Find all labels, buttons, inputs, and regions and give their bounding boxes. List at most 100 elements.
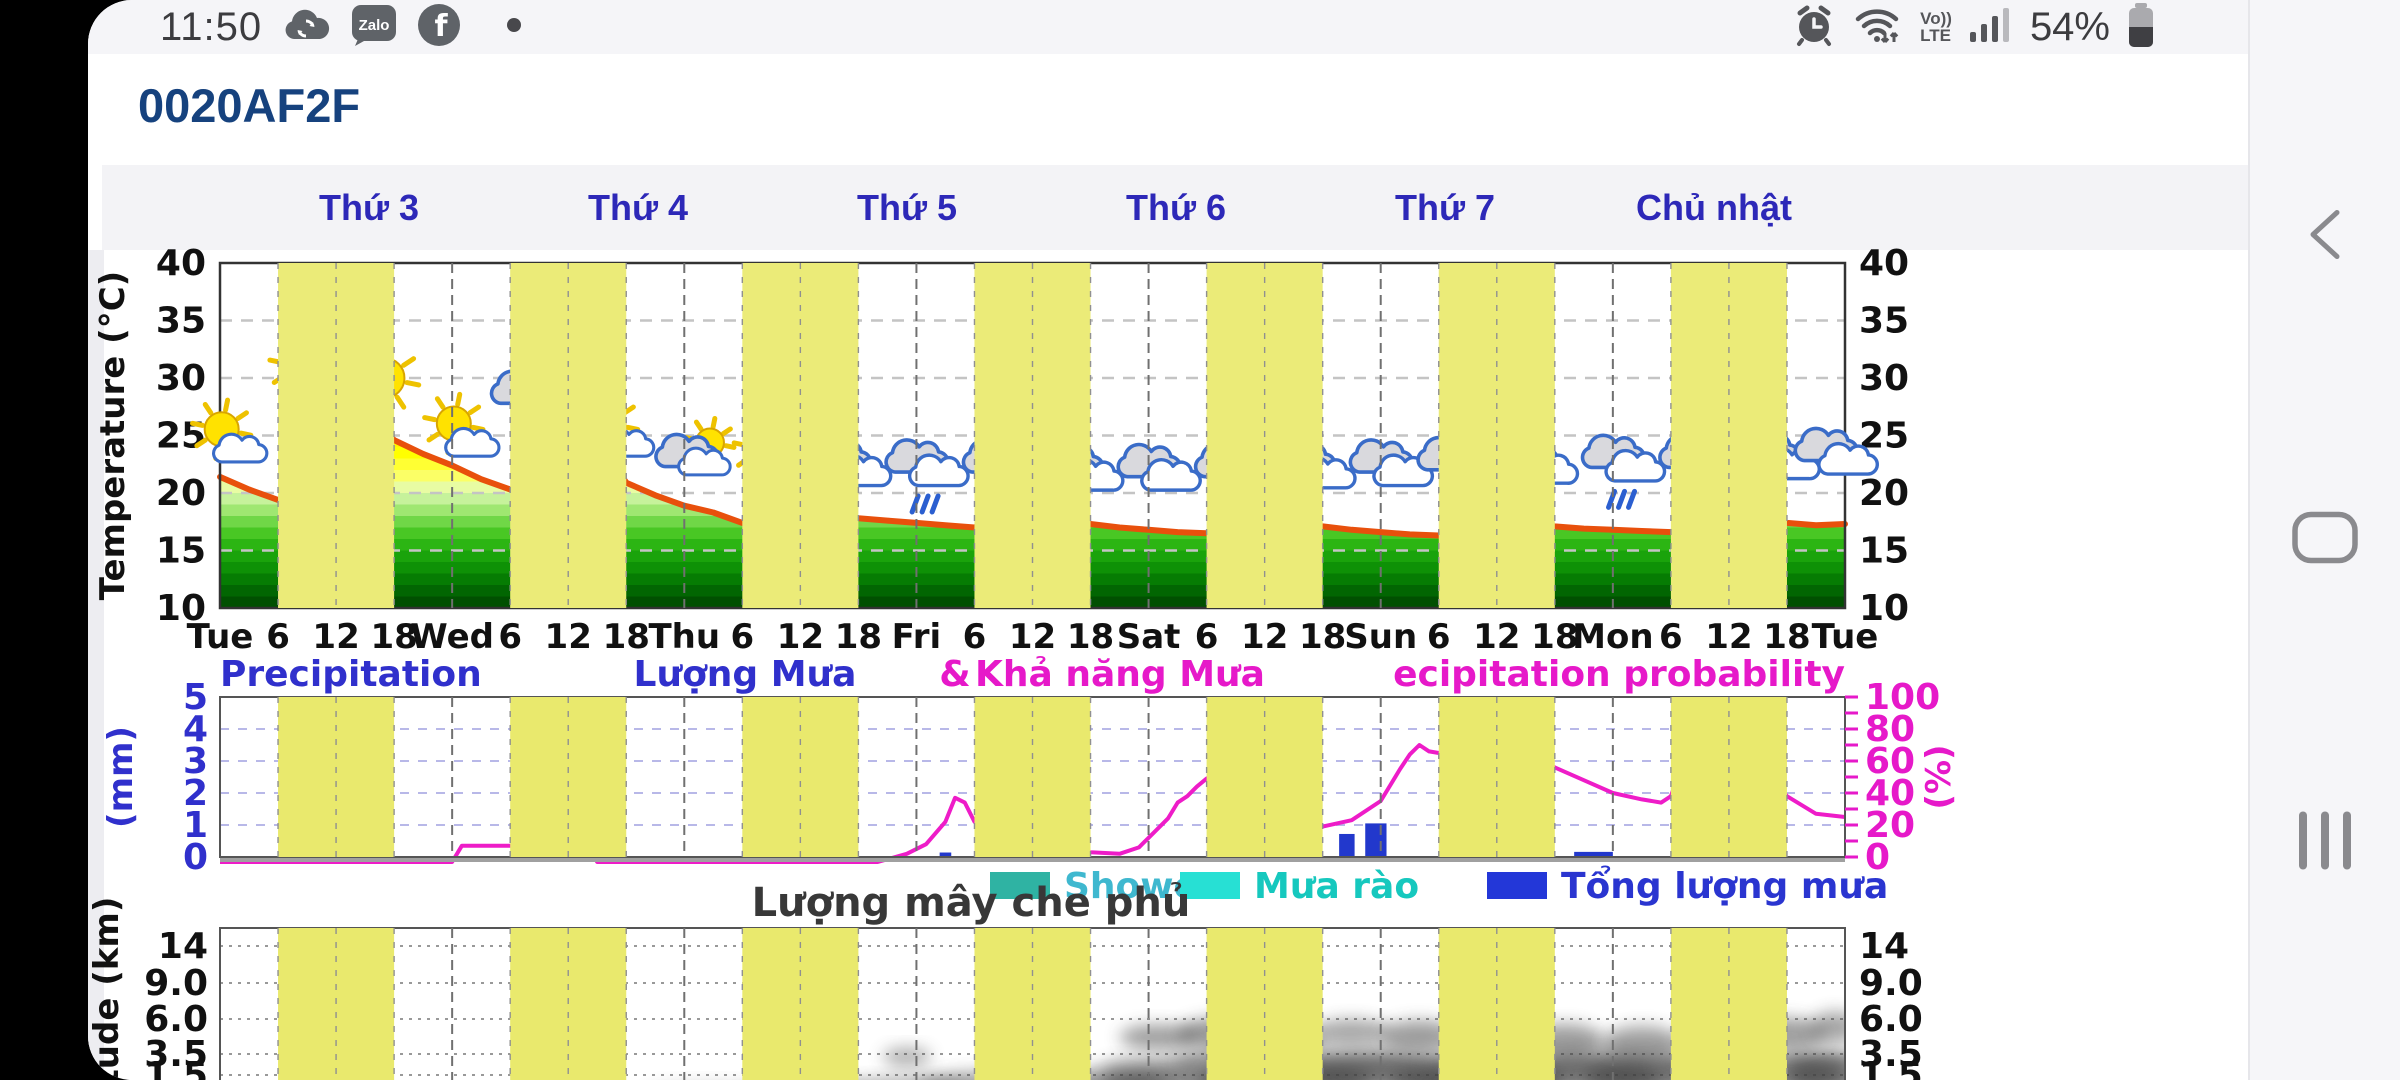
- weekday-label: Thứ 5: [856, 187, 958, 228]
- svg-text:6: 6: [730, 617, 754, 657]
- status-bar: 11:50 Zalo: [88, 0, 2400, 54]
- svg-text:12: 12: [1705, 617, 1752, 657]
- weather-icon-cloud-sun: [654, 415, 737, 477]
- svg-text:18: 18: [1763, 617, 1810, 657]
- svg-text:3.5: 3.5: [1859, 1034, 1923, 1075]
- svg-text:15: 15: [1859, 531, 1909, 572]
- svg-text:18: 18: [1067, 617, 1114, 657]
- svg-text:18: 18: [1299, 617, 1346, 657]
- weather-icon-clouds: [1116, 442, 1202, 492]
- svg-text:12: 12: [312, 617, 359, 657]
- svg-text:0: 0: [1865, 837, 1890, 878]
- weather-icon-clouds-rain: [884, 438, 970, 515]
- weather-icon-sun-cloud: [190, 397, 269, 464]
- svg-text:6: 6: [963, 617, 987, 657]
- weekday-label: Thứ 7: [1394, 187, 1496, 228]
- svg-text:5: 5: [183, 677, 208, 718]
- weather-icon-clouds-rain: [1580, 433, 1667, 510]
- recents-button[interactable]: [2290, 810, 2360, 877]
- svg-text:&: &: [939, 654, 970, 695]
- svg-text:Mưa rào: Mưa rào: [1254, 866, 1419, 907]
- svg-text:40: 40: [1865, 773, 1915, 814]
- svg-text:6.0: 6.0: [1859, 999, 1923, 1040]
- svg-text:35: 35: [156, 301, 206, 342]
- svg-text:18: 18: [835, 617, 882, 657]
- svg-text:1.5: 1.5: [1859, 1055, 1923, 1080]
- svg-text:20: 20: [1865, 805, 1915, 846]
- page-title: 0020AF2F: [138, 79, 361, 132]
- legend-item: Mưa rào: [1180, 866, 1419, 907]
- alarm-icon: [1792, 3, 1836, 52]
- page-margin: [88, 250, 104, 1080]
- battery-percent: 54%: [2029, 4, 2110, 49]
- svg-text:60: 60: [1865, 741, 1915, 782]
- svg-text:18: 18: [603, 617, 650, 657]
- svg-text:12: 12: [545, 617, 592, 657]
- svg-text:18: 18: [370, 617, 417, 657]
- home-button[interactable]: [2291, 511, 2359, 570]
- svg-text:Zalo: Zalo: [359, 17, 390, 34]
- svg-text:25: 25: [156, 416, 206, 457]
- svg-text:6.0: 6.0: [144, 999, 208, 1040]
- svg-text:4: 4: [183, 709, 208, 750]
- svg-text:6: 6: [1195, 617, 1219, 657]
- svg-text:15: 15: [156, 531, 206, 572]
- svg-text:9.0: 9.0: [1859, 963, 1923, 1004]
- cloud-sync-icon: [280, 5, 332, 50]
- svg-text:Thu: Thu: [648, 617, 720, 657]
- svg-text:Wed: Wed: [410, 617, 494, 657]
- temp-axis-label: Temperature (°C): [93, 271, 133, 600]
- svg-text:12: 12: [1009, 617, 1056, 657]
- svg-text:100: 100: [1865, 677, 1940, 718]
- svg-text:12: 12: [1473, 617, 1520, 657]
- app-window: 11:50 Zalo: [88, 0, 2400, 1080]
- svg-text:6: 6: [498, 617, 522, 657]
- svg-text:Lượng Mưa: Lượng Mưa: [634, 654, 857, 695]
- svg-text:80: 80: [1865, 709, 1915, 750]
- svg-text:6: 6: [266, 617, 290, 657]
- svg-text:12: 12: [1241, 617, 1288, 657]
- svg-text:f: f: [435, 9, 449, 44]
- svg-text:10: 10: [1859, 588, 1909, 629]
- svg-text:0: 0: [183, 1076, 208, 1080]
- svg-text:ecipitation probability: ecipitation probability: [1393, 654, 1845, 695]
- rain-bar: [1339, 833, 1355, 857]
- weekday-label: Chủ nhật: [1636, 187, 1792, 228]
- svg-text:0: 0: [183, 837, 208, 878]
- weather-icon-clouds: [1793, 426, 1879, 476]
- wifi-icon: [1852, 3, 1904, 52]
- volte-icon: Vo)) LTE: [1920, 9, 1952, 45]
- facebook-icon: f: [416, 2, 462, 53]
- svg-text:1.5: 1.5: [144, 1055, 208, 1080]
- svg-text:3: 3: [183, 741, 208, 782]
- weekday-label: Thứ 6: [1125, 187, 1227, 228]
- svg-text:20: 20: [156, 473, 206, 514]
- svg-text:30: 30: [1859, 358, 1909, 399]
- cloud-axis-label: titude (km): [88, 897, 127, 1080]
- signal-icon: [1968, 4, 2014, 51]
- weather-icon-sun-cloud: [422, 391, 501, 458]
- weekday-label: Thứ 3: [318, 187, 420, 228]
- legend-item: Tổng lượng mưa: [1487, 865, 1888, 907]
- svg-text:40: 40: [156, 243, 206, 284]
- svg-text:Sat: Sat: [1117, 617, 1181, 657]
- weekday-label: Thứ 4: [587, 187, 689, 228]
- svg-text:20: 20: [1859, 473, 1909, 514]
- svg-text:35: 35: [1859, 301, 1909, 342]
- svg-text:Fri: Fri: [892, 617, 941, 657]
- clock-time: 11:50: [160, 4, 263, 49]
- cloud-section-title: Lượng mây che phủ: [752, 880, 1191, 926]
- svg-text:12: 12: [777, 617, 824, 657]
- zalo-icon: Zalo: [350, 3, 398, 52]
- svg-text:Tue: Tue: [187, 617, 254, 657]
- rain-bar: [939, 852, 952, 857]
- svg-text:1: 1: [183, 805, 208, 846]
- svg-text:9.0: 9.0: [144, 963, 208, 1004]
- android-nav-bar: [2248, 0, 2400, 1080]
- svg-text:2: 2: [183, 773, 208, 814]
- svg-text:(mm): (mm): [101, 726, 141, 828]
- svg-text:0: 0: [1859, 1076, 1884, 1080]
- battery-icon: [2126, 1, 2156, 54]
- back-button[interactable]: [2301, 205, 2349, 270]
- svg-text:Mon: Mon: [1572, 617, 1653, 657]
